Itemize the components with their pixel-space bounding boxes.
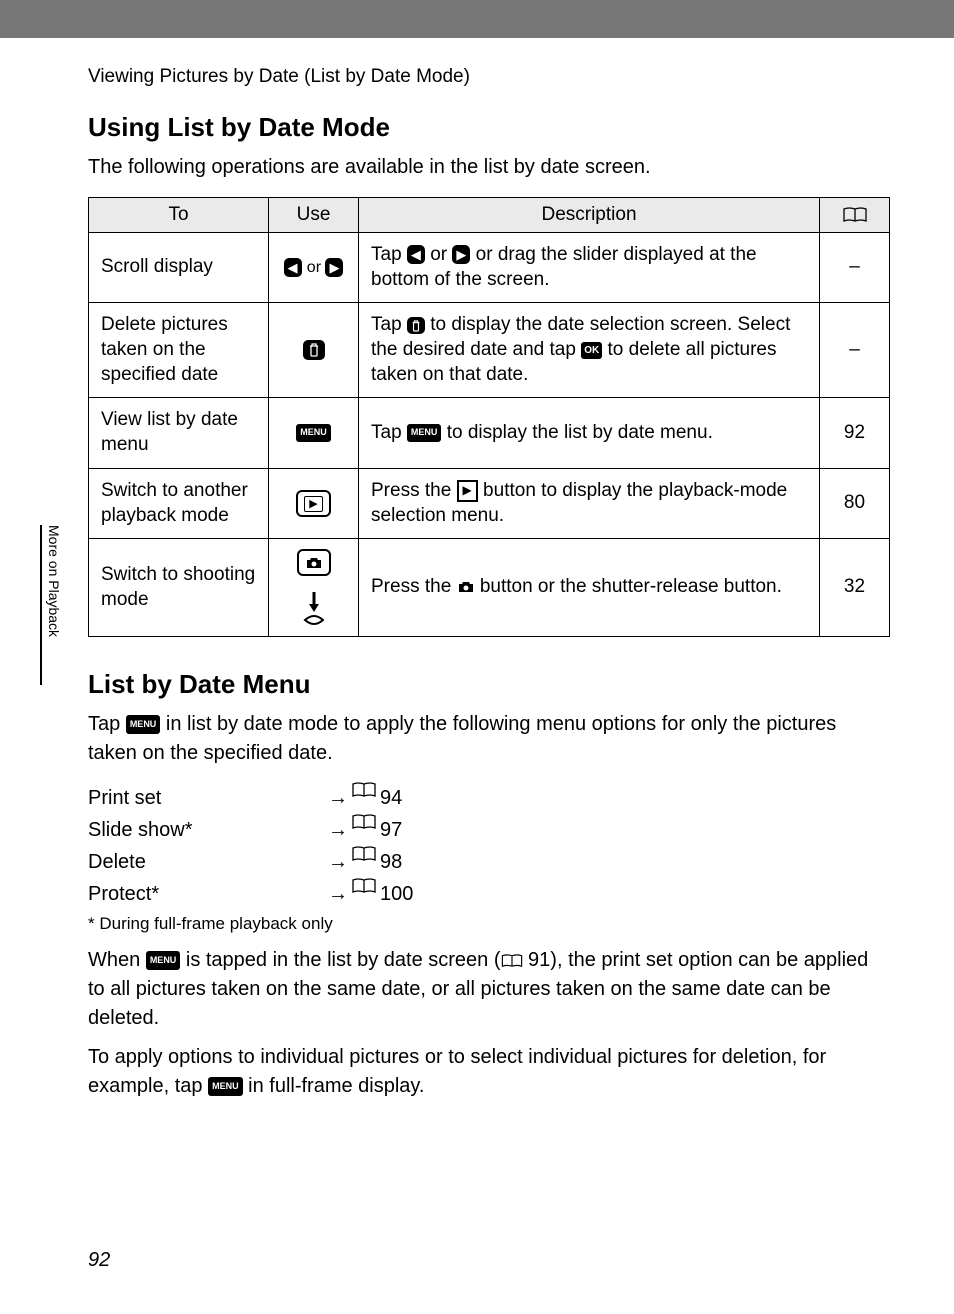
menu-icon: MENU: [126, 715, 161, 734]
cell-to: Switch to shooting mode: [89, 539, 269, 637]
menu-list: Print set → 94 Slide show* → 97 Delete →…: [88, 782, 890, 910]
side-tab: More on Playback: [40, 525, 62, 685]
menu-item-page: 98: [380, 846, 402, 878]
table-row: Switch to another playback mode ▶ Press …: [89, 468, 890, 538]
th-use: Use: [269, 198, 359, 233]
menu-item-page: 94: [380, 782, 402, 814]
arrow-icon: →: [328, 878, 348, 910]
menu-item: Protect* → 100: [88, 878, 890, 910]
section-title-using-list: Using List by Date Mode: [88, 112, 890, 143]
book-icon: [352, 846, 376, 862]
cell-desc: Tap to display the date selection screen…: [359, 303, 820, 398]
left-arrow-icon: ◀: [284, 258, 302, 277]
cell-page: 92: [820, 398, 890, 468]
trash-icon: [407, 317, 425, 335]
th-description: Description: [359, 198, 820, 233]
cell-to: Delete pictures taken on the specified d…: [89, 303, 269, 398]
cell-use: MENU: [269, 398, 359, 468]
trash-icon: [303, 340, 325, 361]
cell-to: Scroll display: [89, 233, 269, 303]
cell-desc: Press the button or the shutter-release …: [359, 539, 820, 637]
right-arrow-icon: ▶: [325, 258, 343, 277]
cell-page: –: [820, 233, 890, 303]
book-icon: [352, 814, 376, 830]
header-strip: [0, 0, 954, 38]
section-title-list-menu: List by Date Menu: [88, 669, 890, 700]
book-icon: [352, 878, 376, 894]
cell-use: ▶: [269, 468, 359, 538]
menu-item: Slide show* → 97: [88, 814, 890, 846]
section2-intro: Tap MENU in list by date mode to apply t…: [88, 710, 890, 768]
cell-page: 32: [820, 539, 890, 637]
menu-item: Print set → 94: [88, 782, 890, 814]
breadcrumb: Viewing Pictures by Date (List by Date M…: [0, 38, 954, 88]
left-arrow-icon: ◀: [407, 245, 425, 264]
cell-to: Switch to another playback mode: [89, 468, 269, 538]
shutter-release-icon: [301, 590, 327, 626]
arrow-icon: →: [328, 782, 348, 814]
cell-desc: Press the ▶ button to display the playba…: [359, 468, 820, 538]
footnote: * During full-frame playback only: [88, 914, 890, 934]
book-icon: [352, 782, 376, 798]
menu-item-label: Protect*: [88, 878, 328, 910]
camera-icon: [297, 549, 331, 576]
th-to: To: [89, 198, 269, 233]
table-row: Delete pictures taken on the specified d…: [89, 303, 890, 398]
menu-icon: MENU: [407, 424, 442, 442]
arrow-icon: →: [328, 846, 348, 878]
cell-page: –: [820, 303, 890, 398]
menu-icon: MENU: [296, 424, 331, 442]
menu-icon: MENU: [208, 1077, 243, 1096]
playback-icon: ▶: [296, 490, 330, 517]
cell-desc: Tap ◀ or ▶ or drag the slider displayed …: [359, 233, 820, 303]
para-individual: To apply options to individual pictures …: [88, 1043, 890, 1101]
cell-use: [269, 539, 359, 637]
menu-item-label: Print set: [88, 782, 328, 814]
cell-use: [269, 303, 359, 398]
table-row: Switch to shooting mode: [89, 539, 890, 637]
play-icon: ▶: [457, 480, 478, 502]
ok-icon: OK: [581, 342, 602, 359]
main-content: Using List by Date Mode The following op…: [0, 88, 954, 1101]
menu-item-label: Delete: [88, 846, 328, 878]
table-row: View list by date menu MENU Tap MENU to …: [89, 398, 890, 468]
cell-use: ◀ or ▶: [269, 233, 359, 303]
table-row: Scroll display ◀ or ▶ Tap ◀ or ▶ or drag…: [89, 233, 890, 303]
para-print-set: When MENU is tapped in the list by date …: [88, 946, 890, 1033]
menu-item-page: 100: [380, 878, 413, 910]
cell-to: View list by date menu: [89, 398, 269, 468]
menu-icon: MENU: [146, 951, 181, 970]
right-arrow-icon: ▶: [452, 245, 470, 264]
menu-item: Delete → 98: [88, 846, 890, 878]
cell-page: 80: [820, 468, 890, 538]
arrow-icon: →: [328, 814, 348, 846]
operations-table: To Use Description Scroll display ◀ or ▶…: [88, 197, 890, 637]
or-text: or: [307, 259, 326, 276]
menu-item-label: Slide show*: [88, 814, 328, 846]
book-icon: [501, 954, 523, 968]
page-number: 92: [88, 1249, 110, 1272]
th-page-ref: [820, 198, 890, 233]
book-icon: [843, 207, 867, 223]
section1-intro: The following operations are available i…: [88, 153, 890, 181]
menu-item-page: 97: [380, 814, 402, 846]
cell-desc: Tap MENU to display the list by date men…: [359, 398, 820, 468]
camera-icon: [457, 580, 475, 594]
